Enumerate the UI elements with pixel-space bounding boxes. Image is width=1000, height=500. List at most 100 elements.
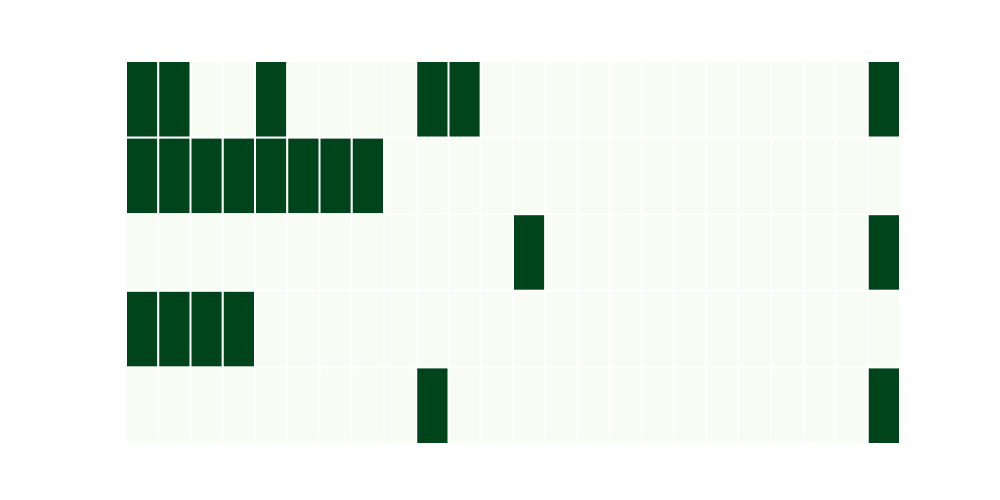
heatmap-cell-r4-c7: [318, 289, 353, 369]
heatmap-cell-r5-c14: [544, 366, 579, 445]
heatmap-cell-r4-c24: [866, 289, 901, 369]
heatmap-cell-r3-c5: [254, 213, 289, 292]
heatmap-cell-r5-c3: [189, 366, 224, 445]
heatmap-cell-r4-c3: [189, 289, 224, 369]
heatmap-cell-r5-c4: [221, 366, 256, 445]
heatmap-cell-r1-c1: [125, 60, 160, 139]
heatmap-cell-r5-c19: [705, 366, 740, 445]
heatmap-cell-r1-c14: [544, 60, 579, 139]
heatmap-cell-r2-c20: [737, 136, 772, 216]
heatmap-cell-r1-c8: [350, 60, 385, 139]
heatmap-cell-r1-c4: [221, 60, 256, 139]
heatmap-cell-r4-c21: [770, 289, 805, 369]
heatmap-cell-r2-c2: [157, 136, 192, 216]
heatmap-cell-r4-c22: [802, 289, 837, 369]
heatmap-cell-r3-c21: [770, 213, 805, 292]
heatmap-cells: [125, 60, 901, 445]
heatmap-cell-r1-c16: [608, 60, 643, 139]
heatmap-cell-r5-c8: [350, 366, 385, 445]
heatmap-cell-r2-c11: [447, 136, 482, 216]
heatmap-cell-r3-c16: [608, 213, 643, 292]
heatmap-cell-r1-c22: [802, 60, 837, 139]
heatmap-cell-r3-c15: [576, 213, 611, 292]
heatmap-cell-r3-c13: [512, 213, 547, 292]
heatmap-cell-r4-c15: [576, 289, 611, 369]
heatmap-cell-r1-c19: [705, 60, 740, 139]
heatmap-cell-r1-c11: [447, 60, 482, 139]
heatmap-cell-r3-c8: [350, 213, 385, 292]
heatmap-cell-r4-c23: [834, 289, 869, 369]
heatmap-cell-r5-c7: [318, 366, 353, 445]
heatmap-cell-r5-c24: [866, 366, 901, 445]
heatmap-cell-r3-c10: [415, 213, 450, 292]
heatmap-cell-r4-c4: [221, 289, 256, 369]
heatmap-cell-r1-c10: [415, 60, 450, 139]
heatmap-cell-r1-c15: [576, 60, 611, 139]
heatmap-row-1: [125, 60, 901, 139]
heatmap-cell-r5-c23: [834, 366, 869, 445]
heatmap-cell-r3-c18: [673, 213, 708, 292]
heatmap-cell-r5-c22: [802, 366, 837, 445]
heatmap-cell-r2-c17: [641, 136, 676, 216]
heatmap-cell-r2-c14: [544, 136, 579, 216]
heatmap-row-3: [125, 213, 901, 292]
heatmap-cell-r3-c7: [318, 213, 353, 292]
heatmap-cell-r2-c24: [866, 136, 901, 216]
heatmap-cell-r4-c8: [350, 289, 385, 369]
heatmap-cell-r1-c7: [318, 60, 353, 139]
heatmap-cell-r2-c23: [834, 136, 869, 216]
heatmap-cell-r5-c6: [286, 366, 321, 445]
heatmap-cell-r5-c12: [479, 366, 514, 445]
heatmap-cell-r4-c10: [415, 289, 450, 369]
heatmap-cell-r3-c2: [157, 213, 192, 292]
heatmap-cell-r2-c1: [125, 136, 160, 216]
heatmap-cell-r4-c19: [705, 289, 740, 369]
heatmap-cell-r2-c13: [512, 136, 547, 216]
heatmap-cell-r3-c1: [125, 213, 160, 292]
heatmap-row-5: [125, 366, 901, 445]
heatmap-cell-r2-c16: [608, 136, 643, 216]
heatmap-cell-r4-c11: [447, 289, 482, 369]
heatmap-cell-r2-c9: [383, 136, 418, 216]
heatmap-cell-r2-c4: [221, 136, 256, 216]
heatmap-cell-r5-c13: [512, 366, 547, 445]
heatmap-cell-r2-c15: [576, 136, 611, 216]
heatmap-cell-r1-c9: [383, 60, 418, 139]
heatmap-cell-r4-c5: [254, 289, 289, 369]
heatmap-cell-r1-c13: [512, 60, 547, 139]
heatmap-row-4: [125, 289, 901, 369]
heatmap-cell-r2-c18: [673, 136, 708, 216]
heatmap-cell-r1-c2: [157, 60, 192, 139]
heatmap-cell-r2-c6: [286, 136, 321, 216]
heatmap-cell-r4-c18: [673, 289, 708, 369]
heatmap-cell-r4-c9: [383, 289, 418, 369]
heatmap-cell-r2-c8: [350, 136, 385, 216]
heatmap-cell-r3-c12: [479, 213, 514, 292]
heatmap-cell-r3-c22: [802, 213, 837, 292]
heatmap-cell-r2-c21: [770, 136, 805, 216]
heatmap-row-2: [125, 136, 901, 216]
heatmap-cell-r5-c10: [415, 366, 450, 445]
heatmap-cell-r5-c20: [737, 366, 772, 445]
heatmap-cell-r5-c2: [157, 366, 192, 445]
heatmap-cell-r1-c5: [254, 60, 289, 139]
heatmap-cell-r1-c12: [479, 60, 514, 139]
heatmap-cell-r5-c9: [383, 366, 418, 445]
heatmap-cell-r3-c4: [221, 213, 256, 292]
heatmap-cell-r2-c5: [254, 136, 289, 216]
heatmap-cell-r3-c9: [383, 213, 418, 292]
heatmap-cell-r5-c21: [770, 366, 805, 445]
heatmap-cell-r2-c19: [705, 136, 740, 216]
heatmap-cell-r3-c23: [834, 213, 869, 292]
heatmap-cell-r1-c3: [189, 60, 224, 139]
heatmap-cell-r4-c12: [479, 289, 514, 369]
heatmap-cell-r5-c16: [608, 366, 643, 445]
heatmap-cell-r5-c15: [576, 366, 611, 445]
heatmap-cell-r2-c3: [189, 136, 224, 216]
heatmap-cell-r1-c20: [737, 60, 772, 139]
heatmap-cell-r4-c16: [608, 289, 643, 369]
heatmap-cell-r2-c10: [415, 136, 450, 216]
heatmap-cell-r4-c1: [125, 289, 160, 369]
